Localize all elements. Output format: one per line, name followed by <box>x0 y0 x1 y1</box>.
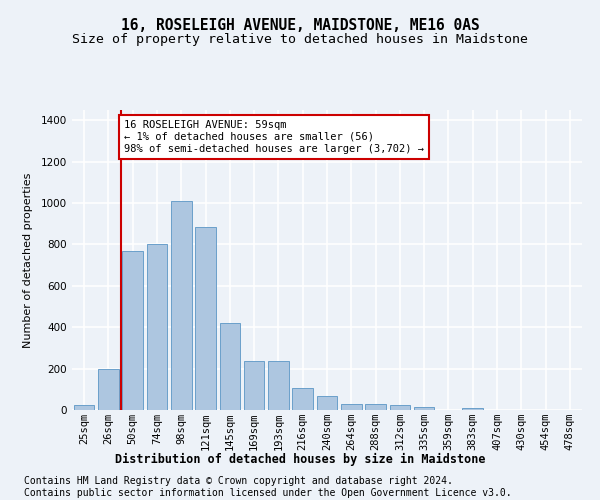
Bar <box>220 323 240 410</box>
Bar <box>98 368 119 410</box>
Bar <box>365 404 386 410</box>
Bar <box>195 227 216 410</box>
Bar <box>414 407 434 410</box>
Bar <box>292 388 313 410</box>
Bar <box>341 404 362 410</box>
Bar <box>389 406 410 410</box>
Text: Contains HM Land Registry data © Crown copyright and database right 2024.: Contains HM Land Registry data © Crown c… <box>24 476 453 486</box>
Text: Contains public sector information licensed under the Open Government Licence v3: Contains public sector information licen… <box>24 488 512 498</box>
Bar <box>244 362 265 410</box>
Text: 16 ROSELEIGH AVENUE: 59sqm
← 1% of detached houses are smaller (56)
98% of semi-: 16 ROSELEIGH AVENUE: 59sqm ← 1% of detac… <box>124 120 424 154</box>
Bar <box>268 362 289 410</box>
Bar <box>317 396 337 410</box>
Y-axis label: Number of detached properties: Number of detached properties <box>23 172 32 348</box>
Text: Size of property relative to detached houses in Maidstone: Size of property relative to detached ho… <box>72 32 528 46</box>
Text: 16, ROSELEIGH AVENUE, MAIDSTONE, ME16 0AS: 16, ROSELEIGH AVENUE, MAIDSTONE, ME16 0A… <box>121 18 479 32</box>
Bar <box>146 244 167 410</box>
Bar <box>122 250 143 410</box>
Text: Distribution of detached houses by size in Maidstone: Distribution of detached houses by size … <box>115 452 485 466</box>
Bar <box>463 408 483 410</box>
Bar <box>171 201 191 410</box>
Bar <box>74 406 94 410</box>
